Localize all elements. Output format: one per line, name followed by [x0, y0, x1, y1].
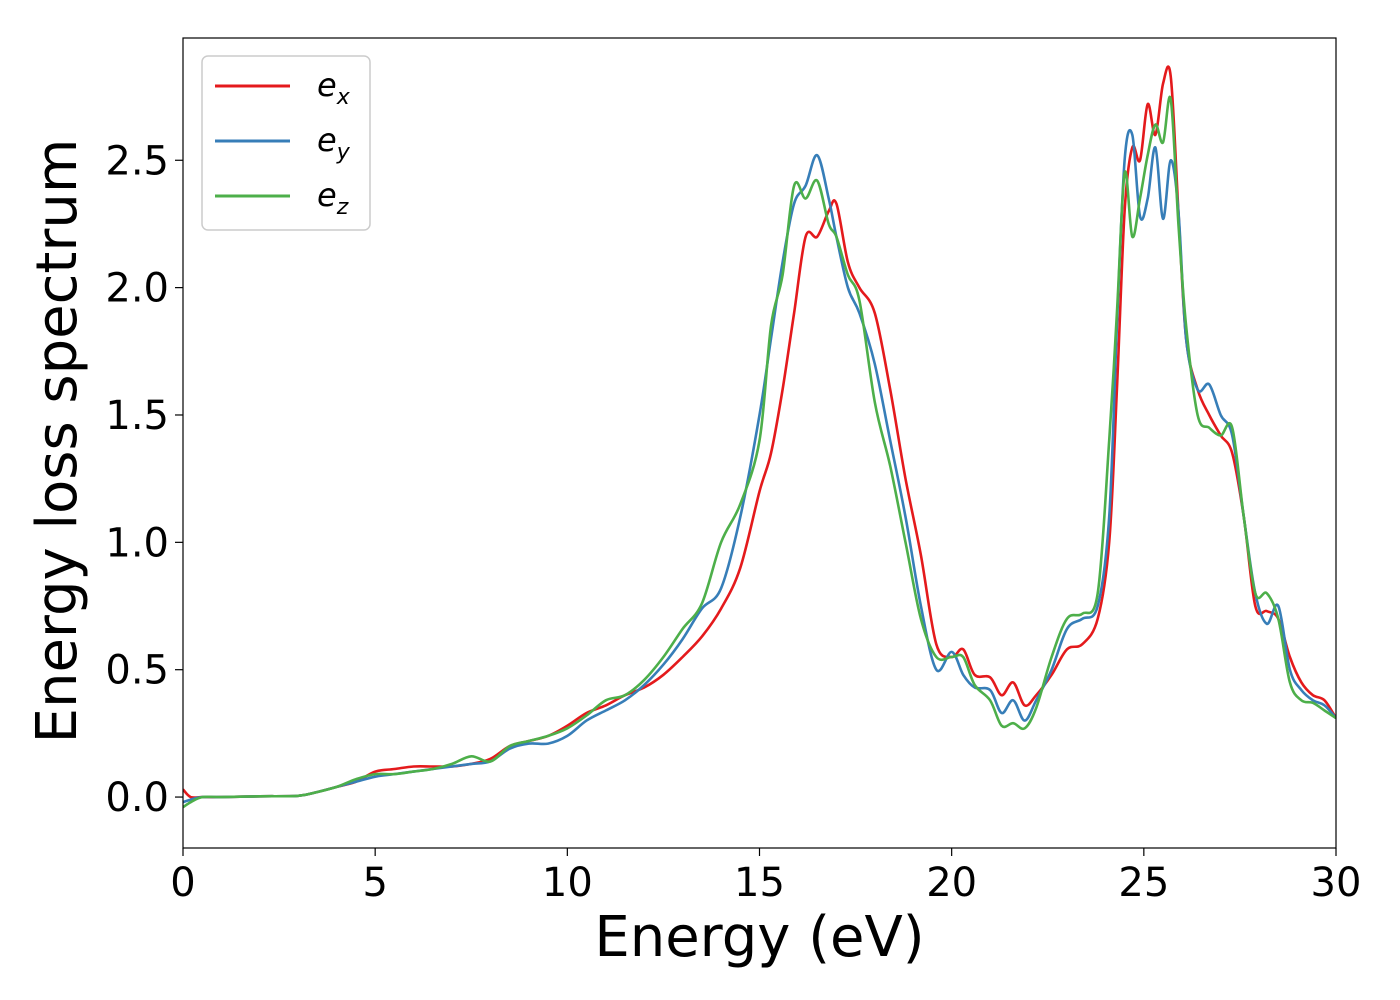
y-axis-label: Energy loss spectrum — [25, 139, 90, 744]
y-tick-label: 2.5 — [105, 138, 169, 184]
ticks-layer: 0 5 10 15 20 25 30 0.0 0.5 1.0 1.5 2.0 2.5 — [105, 138, 1361, 906]
x-tick-label: 30 — [1311, 860, 1362, 906]
series-line-y — [183, 129, 1336, 804]
x-tick-label: 15 — [734, 860, 785, 906]
legend: ex ey ez — [201, 55, 371, 231]
y-tick-label: 0.5 — [105, 648, 169, 694]
legend-label-x: ex — [317, 66, 351, 110]
series-line-z — [183, 95, 1336, 809]
legend-label-y: ey — [317, 121, 351, 165]
x-tick-label: 10 — [542, 860, 593, 906]
y-tick-label: 1.5 — [105, 393, 169, 439]
x-axis-label: Energy (eV) — [594, 905, 924, 970]
y-tick-label: 2.0 — [105, 266, 169, 312]
series-layer — [183, 65, 1336, 809]
legend-box — [201, 55, 371, 231]
x-tick-label: 20 — [926, 860, 977, 906]
y-tick-label: 0.0 — [105, 775, 169, 821]
y-tick-label: 1.0 — [105, 520, 169, 566]
legend-label-z: ez — [317, 176, 349, 220]
x-tick-label: 5 — [362, 860, 387, 906]
x-tick-label: 0 — [170, 860, 195, 906]
x-tick-label: 25 — [1118, 860, 1169, 906]
